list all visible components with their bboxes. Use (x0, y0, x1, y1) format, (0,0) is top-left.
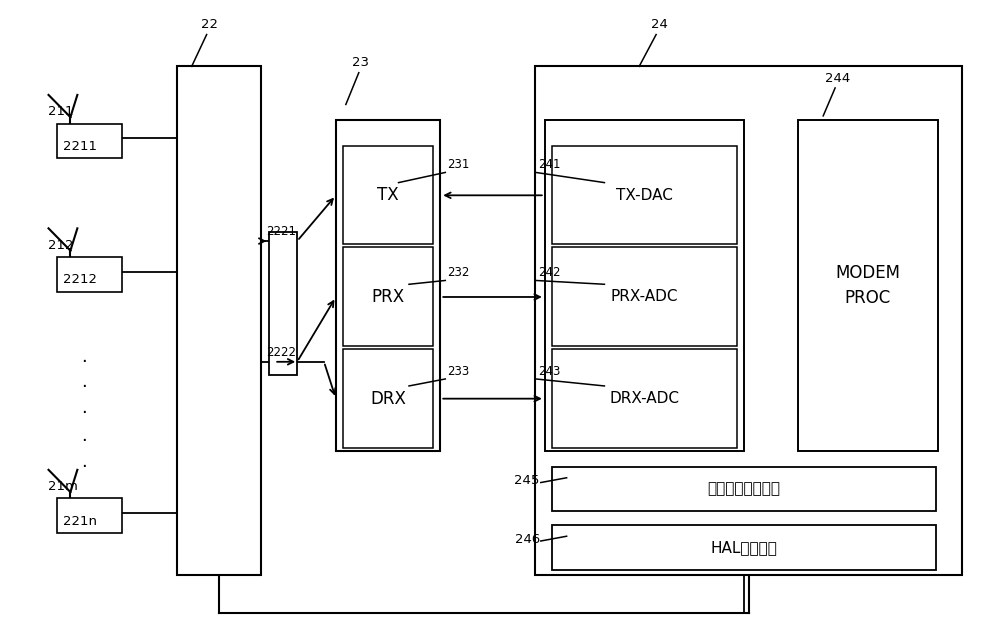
Bar (343, 349, 433, 447)
Text: TX: TX (377, 187, 399, 204)
Text: ·: · (81, 353, 87, 370)
Bar (552, 146, 737, 244)
Text: ·: · (81, 432, 87, 450)
Text: 243: 243 (538, 365, 560, 378)
Bar (552, 525, 936, 570)
Text: 241: 241 (538, 158, 560, 171)
Bar (343, 247, 433, 346)
Text: PRX: PRX (372, 288, 405, 306)
Text: 23: 23 (352, 56, 369, 69)
Text: ·: · (81, 458, 87, 476)
Text: ·: · (81, 404, 87, 422)
Text: DRX-ADC: DRX-ADC (609, 391, 679, 406)
Text: PRX-ADC: PRX-ADC (610, 290, 678, 304)
Bar (269, 231, 297, 374)
Text: 21m: 21m (48, 480, 77, 494)
Text: 天线切换控制模块: 天线切换控制模块 (707, 481, 780, 496)
Bar (535, 66, 962, 575)
Bar (177, 66, 261, 575)
Text: 231: 231 (447, 158, 470, 171)
Bar (57, 499, 122, 533)
Text: 2212: 2212 (63, 273, 97, 286)
Text: TX-DAC: TX-DAC (616, 188, 673, 203)
Bar (343, 146, 433, 244)
Text: DRX: DRX (370, 390, 406, 408)
Text: 242: 242 (538, 266, 560, 279)
Text: 244: 244 (825, 72, 851, 85)
Text: 2211: 2211 (63, 140, 97, 153)
Text: MODEM
PROC: MODEM PROC (835, 264, 900, 307)
Text: 211: 211 (48, 105, 73, 119)
Bar (57, 257, 122, 292)
Bar (545, 121, 744, 451)
Text: HAL接口模块: HAL接口模块 (710, 540, 777, 555)
Bar (336, 121, 440, 451)
Text: 232: 232 (447, 266, 470, 279)
Text: 2222: 2222 (266, 345, 296, 358)
Text: 246: 246 (515, 533, 540, 545)
Text: 22: 22 (201, 19, 218, 31)
Text: 245: 245 (514, 474, 540, 487)
Bar (57, 124, 122, 158)
Text: 212: 212 (48, 239, 73, 252)
Text: 2221: 2221 (266, 225, 296, 238)
Text: 24: 24 (651, 19, 668, 31)
Text: ·: · (81, 378, 87, 396)
Bar (552, 349, 737, 447)
Bar (552, 247, 737, 346)
Text: 233: 233 (447, 365, 470, 378)
Bar (552, 467, 936, 511)
Text: 221n: 221n (63, 515, 97, 528)
Bar (798, 121, 938, 451)
